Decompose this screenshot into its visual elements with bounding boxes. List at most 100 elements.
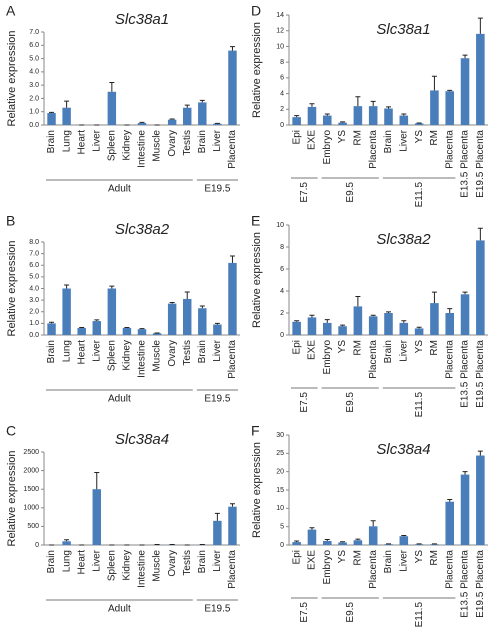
bar (292, 542, 301, 545)
error-bar (309, 103, 315, 107)
bar (292, 321, 301, 335)
error-bar (294, 540, 300, 543)
y-tick-label: 10 (276, 505, 284, 512)
group-label: E7.5 (299, 602, 310, 623)
x-tick-label: Muscle (152, 550, 163, 582)
bar (399, 115, 409, 125)
y-tick-label: 1.0 (29, 320, 39, 327)
bar (47, 113, 56, 125)
y-axis-label: Relative expression (251, 442, 263, 538)
x-tick-label: Kidney (122, 130, 133, 161)
bar (213, 520, 222, 545)
y-tick-label: 10 (276, 43, 284, 50)
error-bar (477, 17, 483, 34)
bar (92, 489, 101, 545)
x-tick-label: Ovary (167, 130, 178, 157)
x-tick-label: Brain (383, 340, 394, 363)
bar (228, 262, 237, 335)
error-bar (386, 311, 391, 313)
bar (307, 317, 317, 335)
x-tick-label: EXE (307, 340, 318, 360)
x-tick-label: Liver (212, 339, 223, 361)
x-tick-label: E19.5 Placenta (475, 340, 486, 408)
error-bar (355, 296, 361, 307)
x-tick-label: Brain (383, 550, 394, 573)
bar (77, 328, 86, 335)
x-tick-label: Brain (197, 550, 208, 573)
y-tick-label: 6.0 (29, 42, 39, 49)
bar (62, 541, 71, 545)
bar (368, 526, 378, 545)
x-tick-label: RM (353, 130, 364, 146)
y-axis-label: Relative expression (6, 31, 18, 127)
x-tick-label: Heart (76, 130, 87, 155)
bar (368, 106, 378, 125)
y-tick-label: 1000 (23, 505, 39, 512)
error-bar (340, 121, 346, 123)
error-bar (324, 113, 330, 116)
x-tick-label: Placenta (368, 550, 379, 589)
bar (322, 322, 332, 335)
x-tick-label: YS (414, 340, 425, 354)
chart-title: Slc38a2 (115, 221, 170, 238)
x-tick-label: Liver (91, 129, 102, 151)
bar (430, 90, 439, 125)
group-label: Adult (108, 394, 131, 405)
x-tick-label: Spleen (106, 550, 117, 581)
x-tick-label: Liver (212, 549, 223, 571)
bar (292, 117, 301, 125)
bar (338, 542, 347, 545)
group-label: E9.5 (345, 392, 356, 413)
x-tick-label: Spleen (106, 130, 117, 161)
error-bar (370, 100, 376, 107)
bar (399, 322, 409, 335)
y-tick-label: 500 (27, 523, 39, 530)
y-tick-label: 5.0 (29, 274, 39, 281)
bar (460, 294, 470, 335)
y-tick-label: 6.0 (29, 262, 39, 269)
x-tick-label: Placenta (444, 130, 455, 169)
x-tick-label: E19.5 Placenta (475, 130, 486, 198)
bar (62, 107, 71, 125)
y-tick-label: 5.0 (29, 55, 39, 62)
y-axis-label: Relative expression (6, 241, 18, 337)
error-bar (49, 111, 55, 114)
bar (322, 115, 332, 125)
x-tick-label: Lung (61, 550, 72, 572)
y-tick-label: 6 (280, 266, 284, 273)
error-bar (447, 308, 453, 313)
bar (213, 324, 222, 335)
error-bar (229, 46, 235, 51)
chart-title: Slc38a4 (115, 431, 169, 448)
x-tick-label: E13.5 Placenta (460, 340, 471, 408)
error-bar (294, 320, 300, 322)
x-tick-label: RM (353, 550, 364, 566)
y-tick-label: 5 (280, 524, 284, 531)
x-tick-label: Brain (46, 340, 57, 363)
bar (152, 333, 162, 335)
panel-letter: B (6, 213, 15, 229)
x-tick-label: Liver (212, 129, 223, 151)
x-tick-label: YS (414, 550, 425, 564)
error-bar (447, 89, 453, 92)
error-bar (309, 527, 315, 530)
error-bar (169, 301, 175, 304)
bar (460, 58, 470, 125)
error-bar (462, 54, 468, 59)
bar (307, 106, 317, 125)
x-tick-label: Liver (398, 339, 409, 361)
x-tick-label: Brain (46, 130, 57, 153)
y-tick-label: 7.0 (29, 250, 39, 257)
x-tick-label: Liver (398, 549, 409, 571)
chart-title: Slc38a4 (376, 441, 430, 458)
error-bar (431, 75, 437, 91)
x-tick-label: RM (353, 340, 364, 356)
x-tick-label: EXE (307, 550, 318, 570)
bar (107, 91, 117, 125)
group-label: E19.5 (204, 394, 231, 405)
bar (198, 308, 207, 335)
x-tick-label: Embryo (322, 340, 333, 375)
x-tick-label: Intestine (137, 130, 148, 168)
x-tick-label: Liver (91, 339, 102, 361)
error-bar (199, 99, 205, 103)
